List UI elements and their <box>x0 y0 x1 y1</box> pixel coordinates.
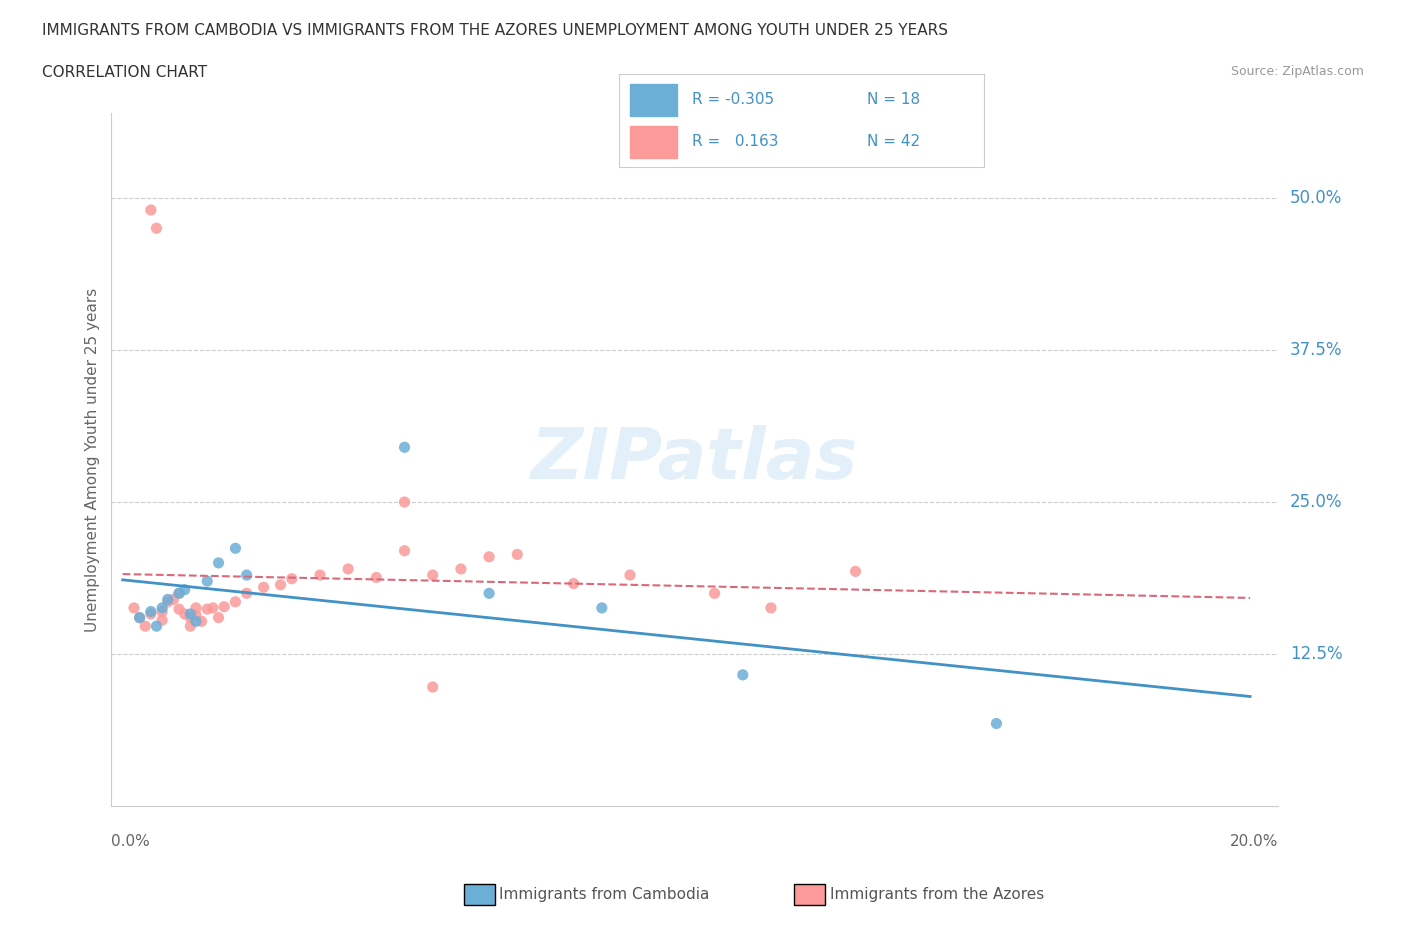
Point <box>759 601 782 616</box>
Point <box>139 604 162 619</box>
Point <box>128 610 150 625</box>
Point <box>562 576 585 591</box>
Text: 0.0%: 0.0% <box>111 834 150 849</box>
Point <box>281 571 304 586</box>
Text: R = -0.305: R = -0.305 <box>692 92 773 108</box>
Point <box>478 550 501 565</box>
Point <box>173 582 195 597</box>
Point <box>150 604 173 619</box>
Point <box>184 614 207 629</box>
Y-axis label: Unemployment Among Youth under 25 years: Unemployment Among Youth under 25 years <box>86 287 100 631</box>
Point <box>190 614 212 629</box>
Point <box>139 606 162 621</box>
Text: CORRELATION CHART: CORRELATION CHART <box>42 65 207 80</box>
Point <box>986 716 1008 731</box>
Point <box>162 592 184 607</box>
Point <box>235 567 257 582</box>
Point <box>366 570 388 585</box>
Point <box>224 541 246 556</box>
Point <box>184 608 207 623</box>
Point <box>844 564 866 578</box>
Point <box>394 440 416 455</box>
Text: N = 18: N = 18 <box>868 92 921 108</box>
Point <box>478 586 501 601</box>
Point <box>156 594 179 609</box>
Point <box>134 618 156 633</box>
Point <box>145 618 167 633</box>
Point <box>173 606 195 621</box>
Text: N = 42: N = 42 <box>868 134 921 150</box>
Point <box>150 613 173 628</box>
Point <box>591 601 613 616</box>
Point <box>212 599 235 614</box>
Point <box>252 579 274 594</box>
Point <box>207 555 229 570</box>
Text: 20.0%: 20.0% <box>1230 834 1278 849</box>
Text: 25.0%: 25.0% <box>1289 493 1343 512</box>
Point <box>270 578 292 592</box>
Text: Source: ZipAtlas.com: Source: ZipAtlas.com <box>1230 65 1364 78</box>
Point <box>179 618 201 633</box>
Point <box>156 592 179 607</box>
Point <box>394 543 416 558</box>
Text: IMMIGRANTS FROM CAMBODIA VS IMMIGRANTS FROM THE AZORES UNEMPLOYMENT AMONG YOUTH : IMMIGRANTS FROM CAMBODIA VS IMMIGRANTS F… <box>42 23 948 38</box>
Point <box>235 586 257 601</box>
Point <box>179 606 201 621</box>
Point <box>207 610 229 625</box>
Point <box>150 601 173 616</box>
Point <box>167 602 190 617</box>
Point <box>145 220 167 235</box>
Point <box>337 562 360 577</box>
Point <box>167 586 190 601</box>
Point <box>128 610 150 625</box>
Text: ZIPatlas: ZIPatlas <box>531 425 859 494</box>
Point <box>450 562 472 577</box>
Point <box>184 601 207 616</box>
Point <box>167 586 190 601</box>
Point <box>201 601 224 616</box>
Bar <box>630 84 678 116</box>
Point <box>394 495 416 510</box>
Text: 12.5%: 12.5% <box>1289 645 1343 663</box>
Point <box>619 567 641 582</box>
Point <box>195 574 218 589</box>
Text: Immigrants from Cambodia: Immigrants from Cambodia <box>499 887 710 902</box>
Point <box>731 668 754 683</box>
Point <box>122 601 145 616</box>
Point <box>703 586 725 601</box>
Bar <box>630 126 678 158</box>
Point <box>506 547 529 562</box>
Text: R =   0.163: R = 0.163 <box>692 134 779 150</box>
Text: Immigrants from the Azores: Immigrants from the Azores <box>830 887 1043 902</box>
Point <box>195 602 218 617</box>
Point <box>422 680 444 695</box>
Point <box>179 610 201 625</box>
Text: 50.0%: 50.0% <box>1289 189 1343 206</box>
Text: 37.5%: 37.5% <box>1289 341 1343 359</box>
Point <box>309 567 332 582</box>
Point <box>139 203 162 218</box>
Point <box>422 567 444 582</box>
Point <box>224 594 246 609</box>
